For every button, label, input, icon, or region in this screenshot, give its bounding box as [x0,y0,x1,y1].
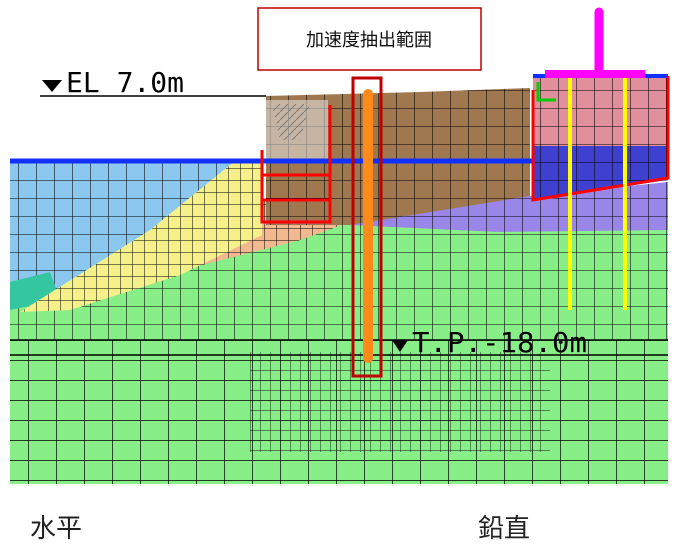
pier-structure [533,76,668,200]
elevation-marker-top: EL 7.0m [40,66,266,99]
pier-red-frame [531,76,670,202]
elevation-top-label: EL 7.0m [66,66,184,99]
elevation-bottom-label: T.P.-18.0m [412,326,587,359]
acceleration-extraction-box [351,76,383,378]
embankment [266,88,530,225]
vertical-label: 鉛直 [478,514,530,544]
callout-box: 加速度抽出範囲 [257,7,482,71]
horizontal-label: 水平 [30,514,82,544]
caisson-red-frame [260,105,332,224]
green-marker [536,82,556,102]
rubble-mound [20,160,262,312]
callout-text: 加速度抽出範囲 [306,30,432,51]
foundation-layer [10,222,668,484]
elevation-marker-bottom: T.P.-18.0m [392,326,587,359]
mast [545,7,645,78]
soft-clay-layer [350,182,668,232]
sea-region [10,162,250,310]
